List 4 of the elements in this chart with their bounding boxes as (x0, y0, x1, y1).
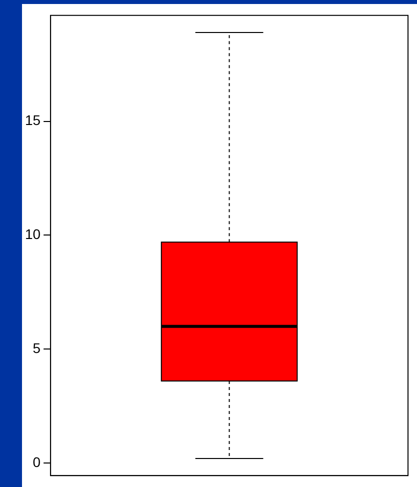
y-tick-label: 0 (32, 454, 41, 470)
y-tick-label: 10 (24, 226, 41, 242)
y-tick-label: 15 (24, 112, 41, 128)
y-tick-label: 5 (32, 340, 41, 356)
